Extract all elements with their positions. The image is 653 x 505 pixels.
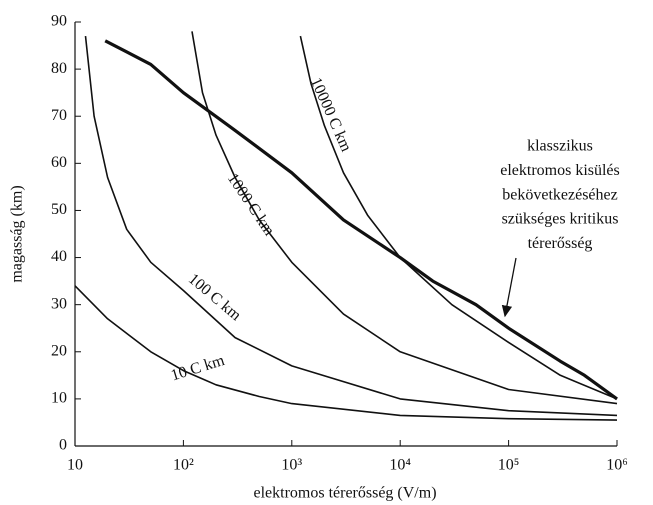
x-tick-label: 10⁵ (498, 457, 520, 474)
curve-label: 100 C km (185, 271, 245, 325)
y-tick-label: 70 (51, 107, 67, 124)
y-tick-label: 30 (51, 295, 67, 312)
y-tick-label: 80 (51, 60, 67, 77)
x-axis-label: elektromos térerősség (V/m) (253, 485, 436, 502)
y-tick-label: 40 (51, 248, 67, 265)
series-line (84, 36, 618, 417)
series-line (299, 35, 618, 400)
x-tick-label: 10³ (281, 457, 302, 474)
series-line (74, 285, 618, 421)
curve-label: 10 C km (169, 352, 227, 385)
x-tick-label: 10² (173, 457, 194, 474)
series-line (104, 39, 618, 401)
annotation-text: térerősség (528, 235, 593, 252)
annotation-text: elektromos kisülés (500, 162, 620, 179)
y-tick-label: 20 (51, 342, 67, 359)
y-tick-label: 10 (51, 390, 67, 407)
y-tick-label: 60 (51, 154, 67, 171)
x-tick-label: 10⁴ (389, 457, 411, 474)
annotation-text: bekövetkezéséhez (502, 186, 617, 203)
y-tick-label: 50 (51, 201, 67, 218)
annotation-text: szükséges kritikus (502, 211, 619, 228)
series-line (191, 31, 618, 405)
annotation-text: klasszikus (527, 138, 593, 155)
y-axis-label: magasság (km) (9, 185, 26, 282)
y-tick-label: 0 (59, 437, 67, 454)
y-tick-label: 90 (51, 13, 67, 30)
x-tick-label: 10 (67, 457, 83, 474)
annotation-arrow (501, 257, 517, 318)
curve-label: 1000 C km (224, 170, 278, 239)
x-tick-label: 10⁶ (606, 457, 628, 474)
